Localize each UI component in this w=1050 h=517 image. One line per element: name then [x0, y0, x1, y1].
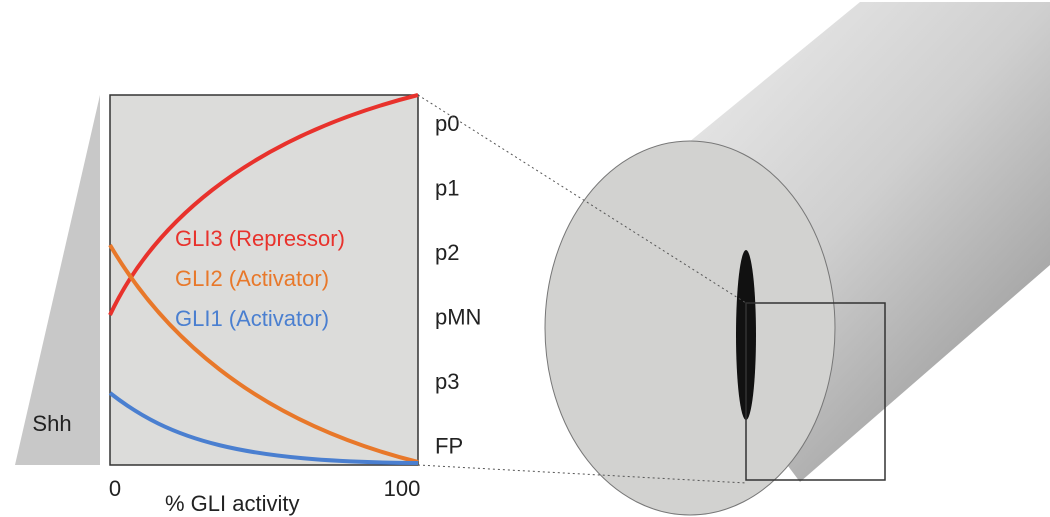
x-end: 100 [384, 476, 421, 501]
legend: GLI3 (Repressor) GLI2 (Activator) GLI1 (Ac… [175, 226, 345, 331]
cylinder-face [545, 141, 835, 515]
domain-label: pMN [435, 304, 481, 329]
legend-entry: GLI3 (Repressor) [175, 226, 345, 251]
domain-label: p2 [435, 240, 459, 265]
domain-label: p1 [435, 175, 459, 200]
domain-labels: p0 p1 p2 pMN p3 FP [435, 111, 481, 459]
x-start: 0 [109, 476, 121, 501]
domain-label: p3 [435, 369, 459, 394]
x-axis-label: % GLI activity [165, 491, 299, 516]
legend-entry: GLI1 (Activator) [175, 306, 329, 331]
shh-gradient [15, 95, 100, 465]
domain-label: p0 [435, 111, 459, 136]
domain-label: FP [435, 433, 463, 458]
legend-entry: GLI2 (Activator) [175, 266, 329, 291]
shh-label: Shh [32, 411, 71, 436]
figure: Shh GLI3 (Repressor) GLI2 (Activator) GLI1… [0, 0, 1050, 517]
